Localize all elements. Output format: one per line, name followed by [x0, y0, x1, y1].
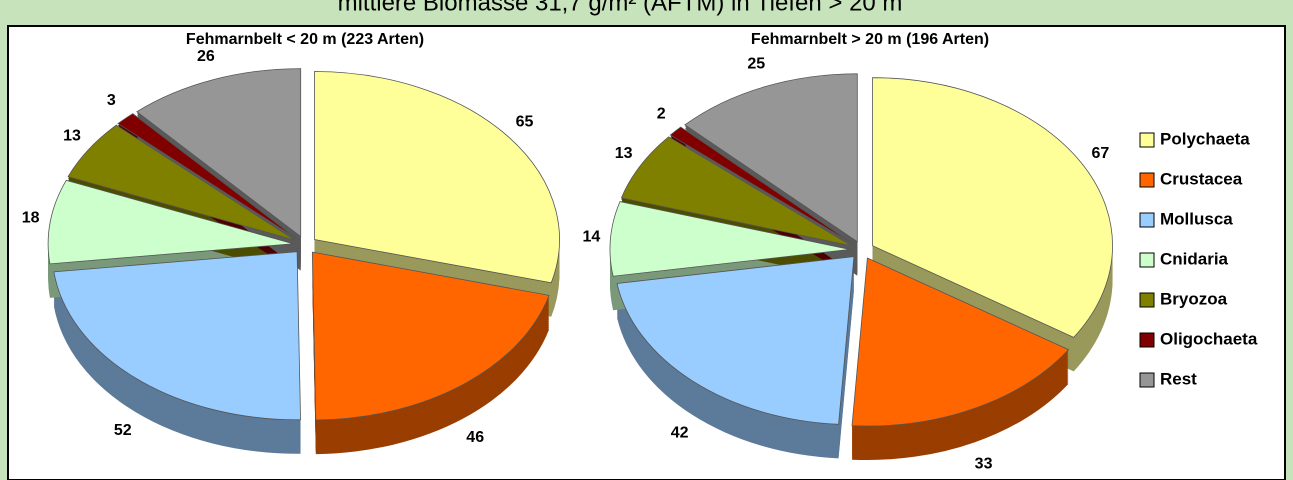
data-label: 46 [466, 429, 484, 446]
legend-swatch [1140, 173, 1154, 187]
data-label: 67 [1092, 145, 1110, 162]
data-label: 13 [63, 127, 81, 144]
legend-swatch [1140, 373, 1154, 387]
legend-label: Bryozoa [1160, 289, 1228, 308]
chart-title: Fehmarnbelt < 20 m (223 Arten) [186, 31, 424, 48]
legend-swatch [1140, 293, 1154, 307]
data-label: 2 [657, 106, 666, 123]
data-label: 52 [114, 422, 132, 439]
chart-title: Fehmarnbelt > 20 m (196 Arten) [751, 31, 989, 48]
legend-label: Oligochaeta [1160, 329, 1258, 348]
legend-swatch [1140, 133, 1154, 147]
data-label: 26 [197, 48, 215, 65]
data-label: 3 [107, 92, 116, 109]
page-title: mittlere Biomasse 31,7 g/m² (AFTM) in Ti… [338, 0, 903, 16]
data-label: 65 [516, 113, 534, 130]
data-label: 33 [975, 455, 993, 472]
data-label: 13 [615, 145, 633, 162]
legend-swatch [1140, 253, 1154, 267]
legend-swatch [1140, 213, 1154, 227]
legend-label: Rest [1160, 369, 1197, 388]
data-label: 42 [671, 424, 689, 441]
legend-swatch [1140, 333, 1154, 347]
data-label: 18 [22, 209, 40, 226]
legend-label: Mollusca [1160, 209, 1233, 228]
legend-label: Cnidaria [1160, 249, 1229, 268]
legend-label: Polychaeta [1160, 129, 1250, 148]
chart: mittlere Biomasse 31,7 g/m² (AFTM) in Ti… [0, 0, 1293, 480]
legend-label: Crustacea [1160, 169, 1243, 188]
data-label: 25 [747, 56, 765, 73]
data-label: 14 [582, 228, 600, 245]
